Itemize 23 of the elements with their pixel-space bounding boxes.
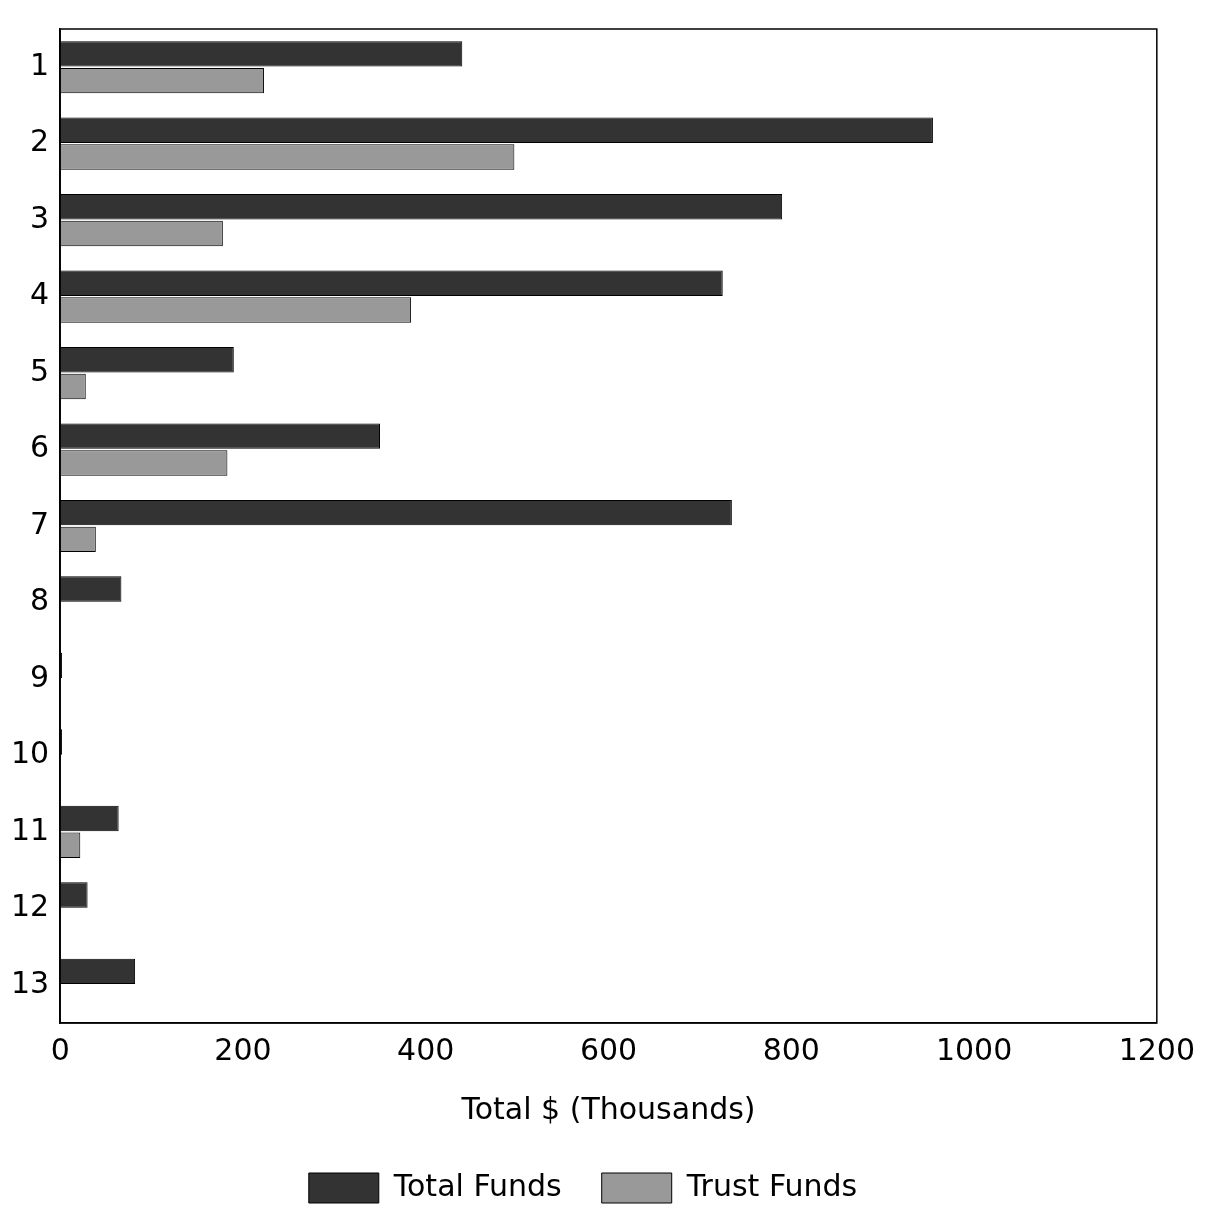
x-tick-label: 400 <box>397 1031 455 1067</box>
y-tick-label: 7 <box>30 505 50 541</box>
y-tick-label: 3 <box>30 199 50 235</box>
x-tick-label: 1200 <box>1118 1031 1196 1067</box>
y-tick-label: 9 <box>30 658 50 694</box>
y-tick-label: 12 <box>10 888 50 924</box>
x-tick-label: 1000 <box>935 1031 1013 1067</box>
y-tick-label: 13 <box>10 964 50 1000</box>
x-axis-title: Total $ (Thousands) <box>460 1090 756 1126</box>
legend-label: Trust Funds <box>685 1167 858 1203</box>
x-tick-label: 200 <box>214 1031 272 1067</box>
y-tick-label: 8 <box>30 582 50 618</box>
y-tick-label: 10 <box>10 735 50 771</box>
y-tick-label: 11 <box>10 811 50 847</box>
x-tick-label: 0 <box>50 1031 70 1067</box>
x-tick-label: 800 <box>762 1031 820 1067</box>
y-tick-label: 1 <box>30 47 50 83</box>
y-tick-label: 6 <box>30 429 50 465</box>
y-tick-label: 4 <box>30 276 50 312</box>
y-tick-label: 2 <box>30 123 50 159</box>
legend-label: Total Funds <box>392 1167 562 1203</box>
y-tick-label: 5 <box>30 352 50 388</box>
x-tick-label: 600 <box>579 1031 638 1067</box>
